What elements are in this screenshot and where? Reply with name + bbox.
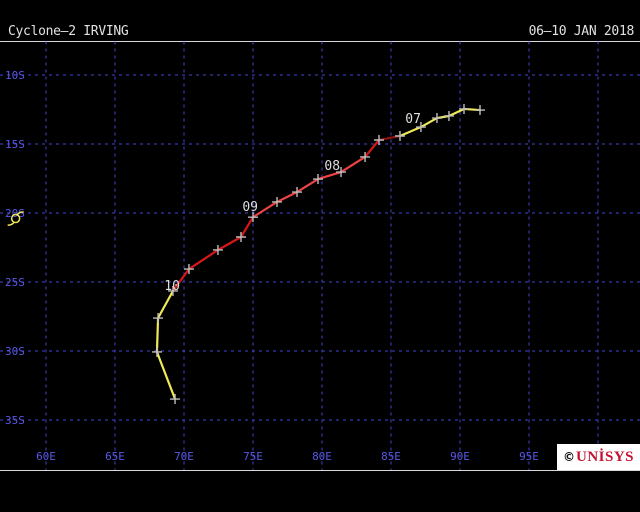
x-tick-label: 80E <box>312 450 332 463</box>
y-tick-label: 35S <box>5 414 25 427</box>
position-marker <box>459 103 470 114</box>
position-marker <box>360 151 371 162</box>
day-label: 10 <box>164 279 180 294</box>
header: Cyclone–2 IRVING 06–10 JAN 2018 <box>0 0 640 41</box>
unisys-wordmark: UNİSYS <box>575 448 635 465</box>
position-marker <box>292 187 303 198</box>
x-tick-label: 60E <box>36 450 56 463</box>
position-marker <box>151 346 162 357</box>
position-marker <box>394 130 405 141</box>
position-marker <box>443 110 454 121</box>
y-tick-label: 25S <box>5 276 25 289</box>
position-marker <box>183 264 194 275</box>
y-tick-label: 15S <box>5 138 25 151</box>
storm-title: Cyclone–2 IRVING <box>8 24 129 39</box>
y-tick-label: 10S <box>5 69 25 82</box>
y-tick-label: 30S <box>5 345 25 358</box>
x-tick-label: 90E <box>450 450 470 463</box>
position-marker <box>248 212 258 223</box>
position-marker <box>373 134 384 145</box>
position-marker <box>475 105 486 116</box>
position-marker <box>167 285 178 296</box>
position-marker <box>431 113 442 124</box>
y-tick-label: 20S <box>5 207 25 220</box>
footer-divider <box>0 470 640 471</box>
x-tick-label: 65E <box>105 450 125 463</box>
date-range: 06–10 JAN 2018 <box>528 24 635 39</box>
position-marker <box>235 232 246 243</box>
position-marker <box>272 196 283 207</box>
position-marker <box>212 244 223 255</box>
header-divider <box>0 41 640 42</box>
position-marker <box>153 313 164 324</box>
position-marker <box>336 167 347 178</box>
position-marker <box>170 394 181 405</box>
x-tick-label: 75E <box>243 450 263 463</box>
x-tick-label: 85E <box>381 450 401 463</box>
unisys-logo: © UNİSYS <box>557 444 640 470</box>
position-marker <box>312 174 323 185</box>
day-label: 08 <box>324 159 340 174</box>
cyclone-symbol-arms <box>7 211 24 226</box>
track-segment-yellow <box>155 289 177 401</box>
track-segment-red <box>363 138 381 159</box>
track-segment-light_red <box>251 155 367 219</box>
cyclone-symbol <box>10 213 21 224</box>
day-label: 09 <box>242 200 258 215</box>
copyright-icon: © <box>562 450 575 464</box>
x-tick-label: 70E <box>174 450 194 463</box>
day-label: 07 <box>405 112 421 127</box>
position-marker <box>415 122 426 133</box>
x-tick-label: 95E <box>519 450 539 463</box>
track-segment-red <box>171 216 255 293</box>
